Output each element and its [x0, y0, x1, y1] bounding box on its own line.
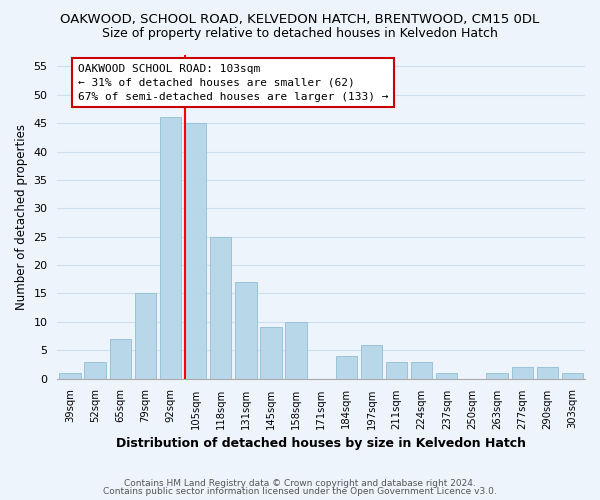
Text: OAKWOOD SCHOOL ROAD: 103sqm
← 31% of detached houses are smaller (62)
67% of sem: OAKWOOD SCHOOL ROAD: 103sqm ← 31% of det…: [77, 64, 388, 102]
Bar: [160, 118, 181, 378]
Bar: [210, 236, 232, 378]
Bar: [286, 322, 307, 378]
Bar: [361, 344, 382, 378]
Bar: [436, 373, 457, 378]
Bar: [512, 367, 533, 378]
Bar: [59, 373, 80, 378]
Text: Contains public sector information licensed under the Open Government Licence v3: Contains public sector information licen…: [103, 487, 497, 496]
Bar: [235, 282, 257, 378]
X-axis label: Distribution of detached houses by size in Kelvedon Hatch: Distribution of detached houses by size …: [116, 437, 526, 450]
Bar: [260, 328, 281, 378]
Bar: [562, 373, 583, 378]
Text: Size of property relative to detached houses in Kelvedon Hatch: Size of property relative to detached ho…: [102, 28, 498, 40]
Text: OAKWOOD, SCHOOL ROAD, KELVEDON HATCH, BRENTWOOD, CM15 0DL: OAKWOOD, SCHOOL ROAD, KELVEDON HATCH, BR…: [61, 12, 539, 26]
Bar: [134, 294, 156, 378]
Bar: [335, 356, 357, 378]
Bar: [85, 362, 106, 378]
Bar: [536, 367, 558, 378]
Bar: [110, 339, 131, 378]
Bar: [411, 362, 433, 378]
Bar: [386, 362, 407, 378]
Text: Contains HM Land Registry data © Crown copyright and database right 2024.: Contains HM Land Registry data © Crown c…: [124, 478, 476, 488]
Bar: [185, 123, 206, 378]
Bar: [487, 373, 508, 378]
Y-axis label: Number of detached properties: Number of detached properties: [15, 124, 28, 310]
